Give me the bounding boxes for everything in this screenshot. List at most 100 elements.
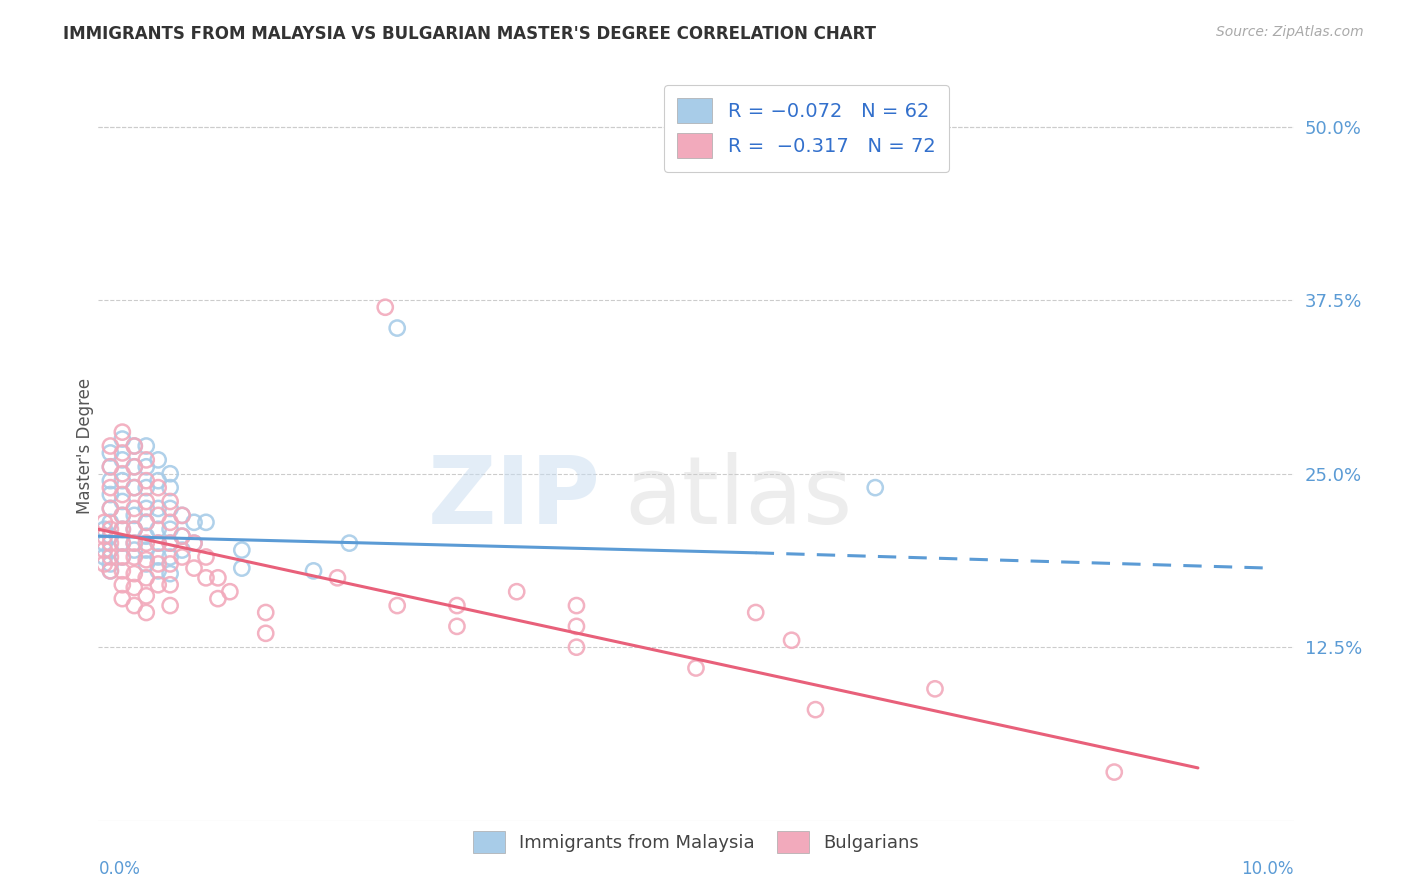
Point [98,459,122,474]
Point [111,522,134,536]
Point [326,571,349,585]
Point [98,522,122,536]
Point [111,549,134,564]
Point [172,508,194,523]
Point [924,681,946,696]
Point [124,439,146,453]
Point [111,453,134,467]
Point [111,487,134,501]
Point [135,589,157,603]
Point [159,501,181,516]
Point [446,619,468,633]
Point [111,508,134,523]
Point [385,599,409,613]
Point [135,459,157,474]
Point [111,474,134,488]
Point [148,549,170,564]
Point [135,453,157,467]
Point [98,564,122,578]
Point [124,536,146,550]
Point [159,516,181,530]
Text: ZIP: ZIP [427,452,600,544]
Point [804,703,827,717]
Point [93,529,115,543]
Point [1104,765,1126,780]
Point [135,571,157,585]
Point [159,467,181,481]
Point [111,549,134,564]
Text: atlas: atlas [624,452,852,544]
Y-axis label: Master's Degree: Master's Degree [76,378,94,514]
Point [135,439,157,453]
Point [93,516,115,530]
Point [565,619,588,633]
Point [124,536,146,550]
Point [135,529,157,543]
Point [124,508,146,523]
Point [172,529,194,543]
Point [124,599,146,613]
Point [124,481,146,495]
Point [111,446,134,460]
Point [780,633,803,648]
Point [565,599,588,613]
Point [183,516,205,530]
Point [124,543,146,558]
Point [148,522,170,536]
Point [183,561,205,575]
Point [93,522,115,536]
Point [159,566,181,581]
Point [111,467,134,481]
Point [98,474,122,488]
Point [172,549,194,564]
Point [93,557,115,571]
Point [98,459,122,474]
Point [148,557,170,571]
Point [231,543,253,558]
Point [148,481,170,495]
Point [111,425,134,439]
Point [254,626,277,640]
Text: 10.0%: 10.0% [1241,860,1294,878]
Point [135,501,157,516]
Point [98,446,122,460]
Point [135,516,157,530]
Point [339,536,361,550]
Point [148,578,170,592]
Point [195,549,218,564]
Point [685,661,707,675]
Point [111,591,134,606]
Point [111,432,134,446]
Point [159,536,181,550]
Point [111,508,134,523]
Point [148,564,170,578]
Point [124,459,146,474]
Point [148,453,170,467]
Point [98,487,122,501]
Point [93,543,115,558]
Point [865,481,887,495]
Point [745,606,768,620]
Point [98,536,122,550]
Point [148,474,170,488]
Point [98,516,122,530]
Point [148,536,170,550]
Point [195,516,218,530]
Legend: Immigrants from Malaysia, Bulgarians: Immigrants from Malaysia, Bulgarians [465,824,927,860]
Point [98,549,122,564]
Point [124,549,146,564]
Point [98,564,122,578]
Point [183,536,205,550]
Point [207,591,229,606]
Point [565,640,588,655]
Point [219,584,242,599]
Point [124,522,146,536]
Point [159,599,181,613]
Point [302,564,325,578]
Point [111,564,134,578]
Text: 0.0%: 0.0% [98,860,141,878]
Point [148,536,170,550]
Point [183,536,205,550]
Point [124,459,146,474]
Point [207,571,229,585]
